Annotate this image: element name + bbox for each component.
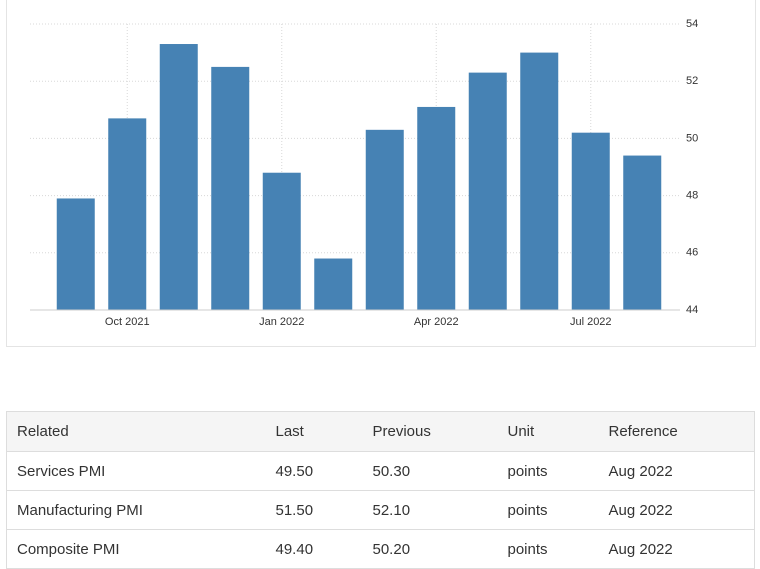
table-row: Composite PMI 49.40 50.20 points Aug 2022 — [6, 529, 755, 569]
table-cell: 52.10 — [362, 490, 498, 530]
table-cell: 50.30 — [362, 451, 498, 491]
table-cell: points — [497, 451, 599, 491]
bar — [159, 44, 198, 311]
bar — [571, 132, 610, 310]
bar — [56, 198, 95, 310]
table-row: Services PMI 49.50 50.30 points Aug 2022 — [6, 451, 755, 491]
header-row: Related Last Previous Unit Reference — [6, 411, 755, 452]
chart: 44 46 48 50 52 54 Oct 2021 Jan 2022 Apr 2022 Jul … — [30, 18, 698, 328]
header-cell: Unit — [497, 411, 599, 452]
y-tick-label: 52 — [686, 75, 698, 87]
table-cell: Services PMI — [6, 451, 266, 491]
table-cell: Aug 2022 — [598, 529, 755, 569]
table-cell: Aug 2022 — [598, 490, 755, 530]
table-row: Manufacturing PMI 51.50 52.10 points Aug 202… — [6, 490, 755, 530]
bar — [365, 129, 404, 310]
bar — [262, 172, 301, 310]
x-tick-label: Jan 2022 — [259, 316, 304, 328]
x-tick-label: Oct 2021 — [105, 316, 150, 328]
header-cell: Reference — [598, 411, 755, 452]
header-cell: Related — [6, 411, 266, 452]
bar — [468, 72, 507, 311]
x-tick-label: Jul 2022 — [570, 316, 612, 328]
table-cell: 49.50 — [265, 451, 363, 491]
table-cell: Composite PMI — [6, 529, 266, 569]
table-cell: points — [497, 490, 599, 530]
table-cell: Aug 2022 — [598, 451, 755, 491]
header-cell: Previous — [362, 411, 498, 452]
table-cell: Manufacturing PMI — [6, 490, 266, 530]
y-tick-label: 48 — [686, 190, 698, 202]
bar — [623, 155, 662, 310]
y-tick-label: 44 — [686, 304, 698, 316]
bar — [108, 118, 147, 310]
bar — [211, 66, 250, 311]
bar — [520, 52, 559, 310]
x-tick-label: Apr 2022 — [414, 316, 459, 328]
table-cell: 51.50 — [265, 490, 363, 530]
chart-panel — [6, 0, 756, 347]
y-tick-label: 50 — [686, 132, 698, 144]
table-cell: 50.20 — [362, 529, 498, 569]
table-cell: points — [497, 529, 599, 569]
related-table: Related Last Previous Unit Reference Service… — [6, 411, 755, 569]
bar — [314, 258, 353, 310]
y-tick-label: 46 — [686, 247, 698, 259]
table-cell: 49.40 — [265, 529, 363, 569]
bar — [417, 106, 456, 310]
header-cell: Last — [265, 411, 363, 452]
y-tick-label: 54 — [686, 18, 698, 30]
